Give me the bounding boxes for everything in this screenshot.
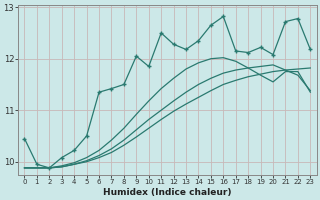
X-axis label: Humidex (Indice chaleur): Humidex (Indice chaleur)	[103, 188, 232, 197]
